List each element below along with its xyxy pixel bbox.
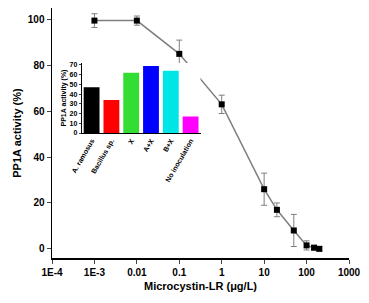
- svg-text:30: 30: [70, 100, 78, 107]
- svg-text:0.01: 0.01: [127, 267, 147, 278]
- svg-text:1E-3: 1E-3: [84, 267, 106, 278]
- svg-text:10: 10: [259, 267, 271, 278]
- svg-text:X: X: [127, 137, 136, 145]
- svg-text:20: 20: [33, 197, 45, 208]
- svg-text:1E-4: 1E-4: [41, 267, 63, 278]
- svg-text:A+X: A+X: [142, 137, 155, 153]
- svg-text:40: 40: [33, 152, 45, 163]
- svg-text:PP1A activity (%): PP1A activity (%): [11, 88, 23, 178]
- svg-text:80: 80: [33, 60, 45, 71]
- svg-text:100: 100: [298, 267, 315, 278]
- svg-text:100: 100: [28, 14, 45, 25]
- svg-text:1: 1: [219, 267, 225, 278]
- svg-text:60: 60: [70, 71, 78, 78]
- svg-text:40: 40: [70, 91, 78, 98]
- svg-text:0.1: 0.1: [172, 267, 186, 278]
- svg-text:PP1A activity (%): PP1A activity (%): [60, 70, 68, 127]
- svg-text:10: 10: [70, 120, 78, 127]
- svg-text:20: 20: [70, 110, 78, 117]
- svg-text:70: 70: [70, 61, 78, 68]
- svg-text:1000: 1000: [338, 267, 361, 278]
- svg-text:0: 0: [73, 129, 77, 136]
- svg-text:B+X: B+X: [162, 137, 175, 153]
- svg-text:Bacillus sp.: Bacillus sp.: [90, 138, 116, 176]
- svg-text:0: 0: [39, 243, 45, 254]
- svg-text:No inoculation: No inoculation: [164, 138, 194, 184]
- svg-text:60: 60: [33, 106, 45, 117]
- svg-text:Microcystin-LR (μg/L): Microcystin-LR (μg/L): [144, 280, 257, 292]
- svg-text:50: 50: [70, 81, 78, 88]
- svg-text:A. ramosus: A. ramosus: [70, 138, 95, 175]
